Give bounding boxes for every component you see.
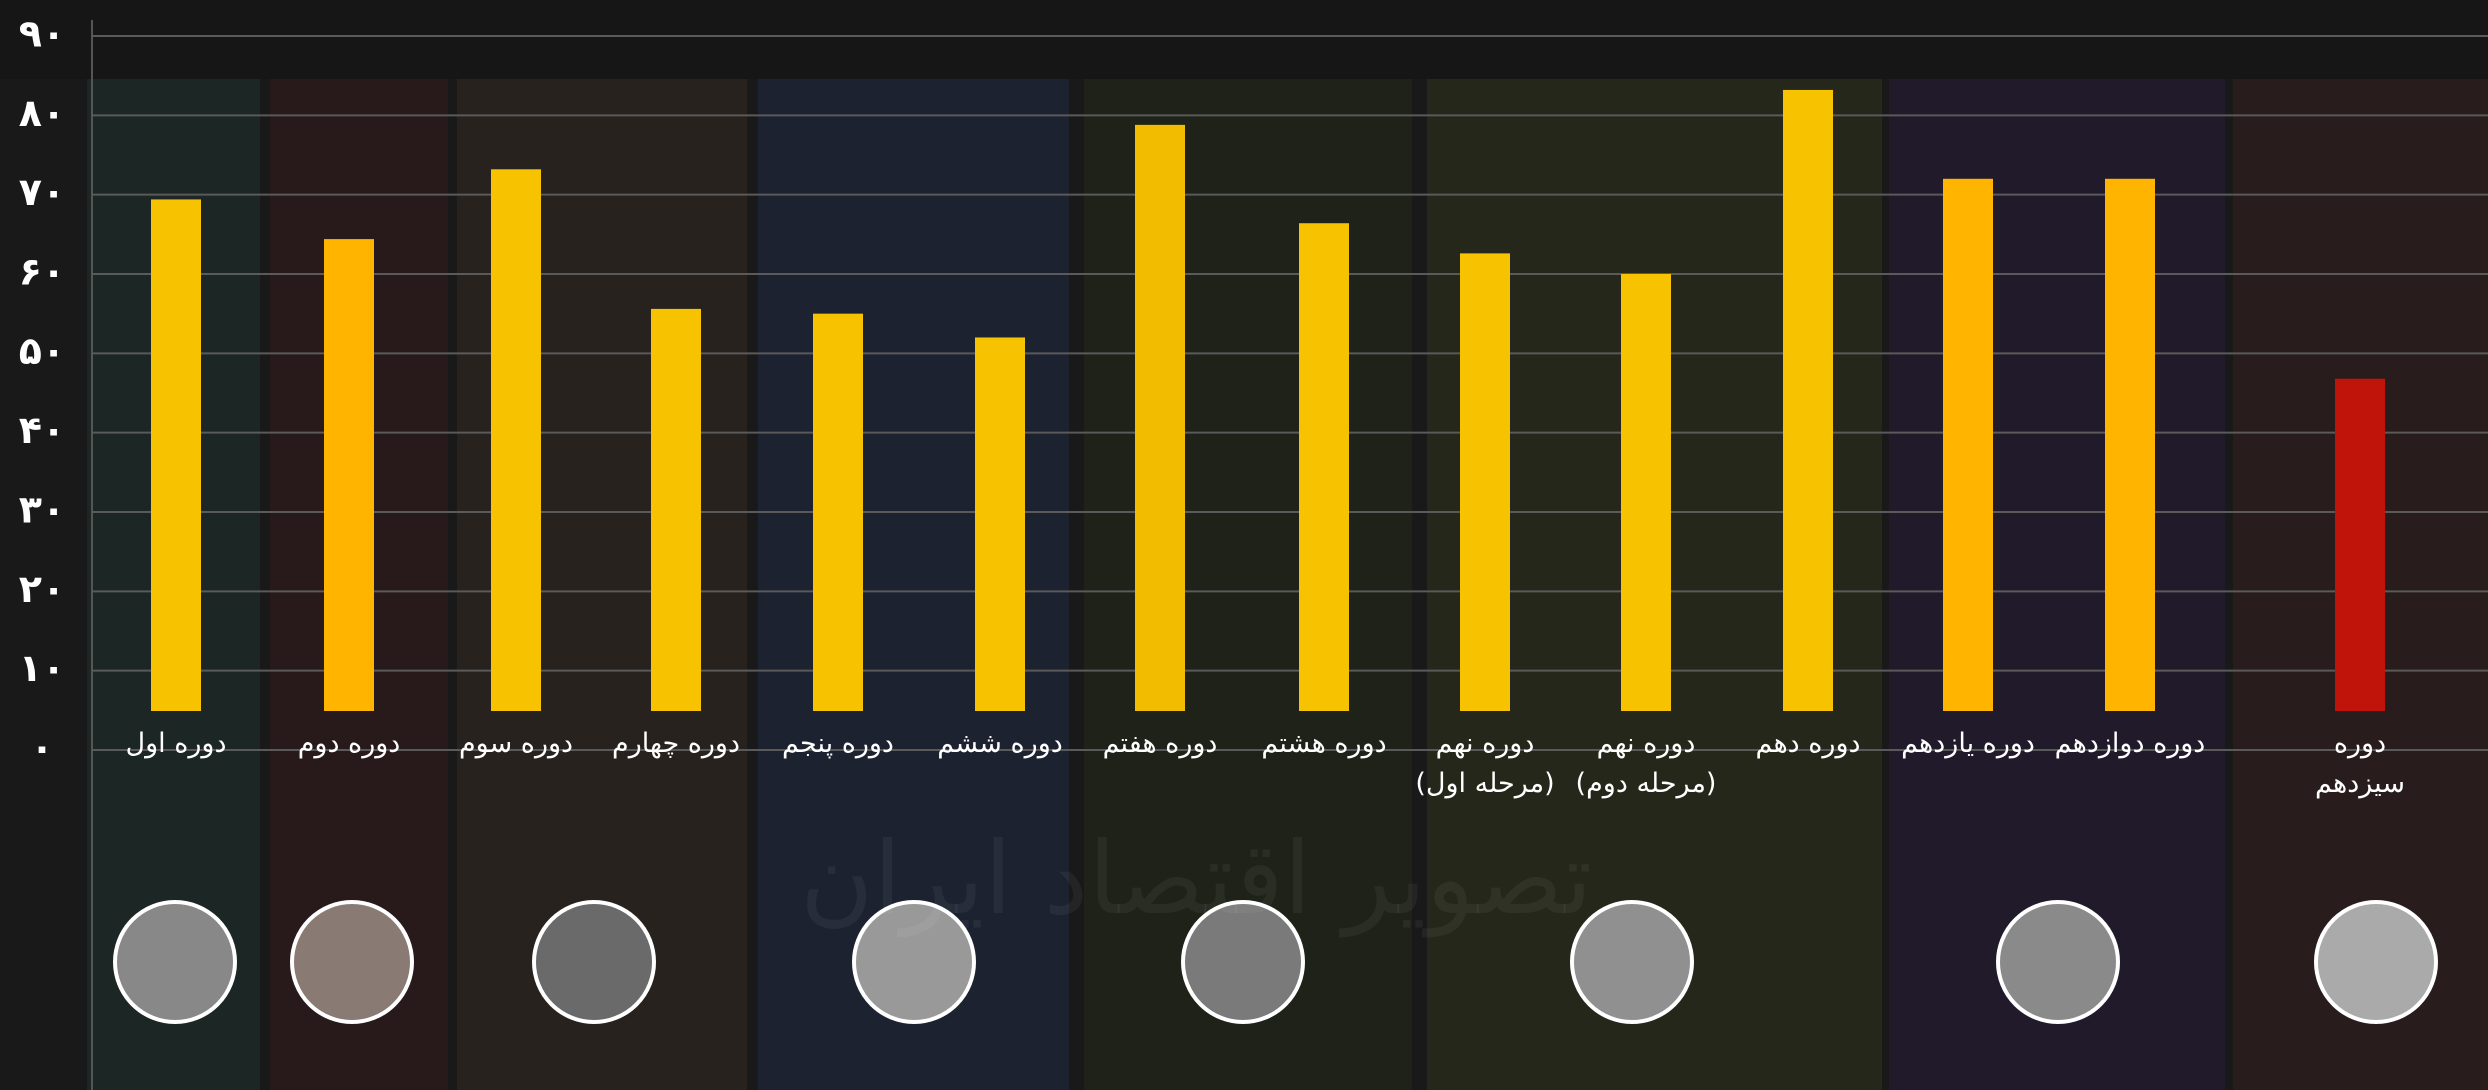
y-tick-label: ۵۰ xyxy=(19,329,65,373)
x-tick-label: دوره نهم (مرحله اول) xyxy=(1415,724,1554,804)
x-tick-label: دوره دوم xyxy=(298,724,401,764)
y-tick-label: ۹۰ xyxy=(19,12,65,56)
x-tick-label: دوره سوم xyxy=(459,724,573,764)
x-tick-label: دوره پنجم xyxy=(782,724,894,764)
x-tick-label: دوره هشتم xyxy=(1261,724,1386,764)
y-tick-label: ۰ xyxy=(30,726,53,770)
bar xyxy=(975,337,1025,711)
x-tick-label: دوره چهارم xyxy=(612,724,740,764)
bar xyxy=(1943,179,1993,711)
y-tick-label: ۷۰ xyxy=(19,170,65,214)
top-band xyxy=(0,0,2488,79)
x-tick-label: دوره سیزدهم xyxy=(2296,724,2424,804)
bar xyxy=(1135,125,1185,711)
bar xyxy=(1783,90,1833,711)
bar xyxy=(1460,253,1510,711)
x-tick-label: دوره دهم xyxy=(1755,724,1860,764)
bar xyxy=(1299,223,1349,711)
y-tick-label: ۲۰ xyxy=(19,567,65,611)
portrait xyxy=(1998,902,2118,1022)
bar xyxy=(651,309,701,711)
x-tick-label: دوره دوازدهم xyxy=(2055,724,2206,764)
bar xyxy=(151,199,201,711)
portrait xyxy=(2316,902,2436,1022)
y-tick-label: ۴۰ xyxy=(19,408,65,452)
portrait xyxy=(534,902,654,1022)
y-tick-label: ۸۰ xyxy=(19,91,65,135)
x-tick-label: دوره ششم xyxy=(937,724,1063,764)
x-tick-label: دوره اول xyxy=(126,724,227,764)
bar xyxy=(2105,179,2155,711)
portrait xyxy=(115,902,235,1022)
bar xyxy=(324,239,374,711)
page: ۰۱۰۲۰۳۰۴۰۵۰۶۰۷۰۸۰۹۰ تصویر اقتصاد ایران (… xyxy=(0,0,2488,1090)
x-tick-label: دوره یازدهم xyxy=(1901,724,2035,764)
portrait xyxy=(292,902,412,1022)
x-tick-label: دوره نهم (مرحله دوم) xyxy=(1576,724,1717,804)
watermark: تصویر اقتصاد ایران xyxy=(800,820,1592,937)
bar xyxy=(2335,379,2385,711)
y-tick-label: ۶۰ xyxy=(19,250,65,294)
bar xyxy=(813,314,863,711)
bar xyxy=(491,169,541,711)
y-tick-label: ۱۰ xyxy=(19,646,65,690)
x-tick-label: دوره هفتم xyxy=(1103,724,1218,764)
y-tick-label: ۳۰ xyxy=(19,488,65,532)
bar xyxy=(1621,274,1671,711)
